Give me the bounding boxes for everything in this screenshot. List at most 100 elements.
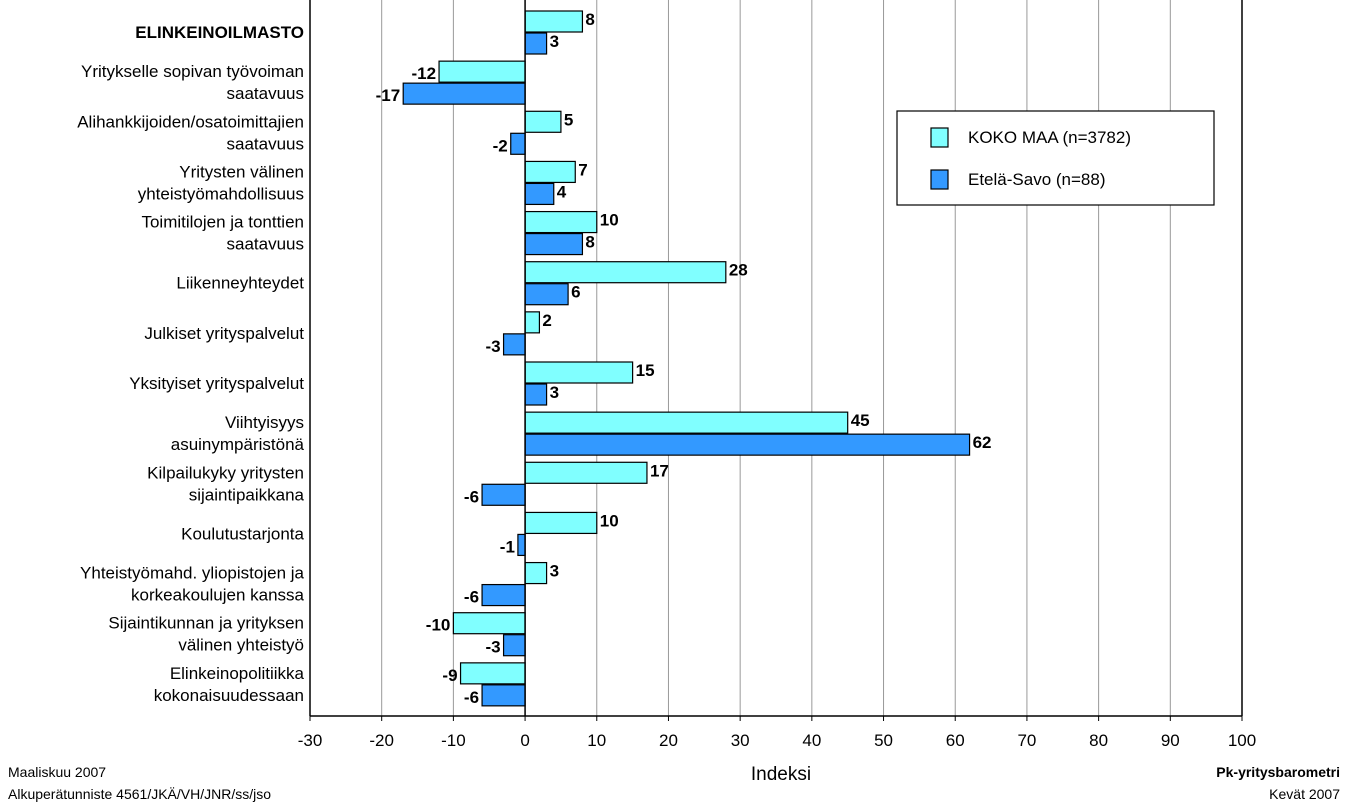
category-label: Koulutustarjonta — [181, 524, 304, 543]
category-label-line: Sijaintikunnan ja yrityksen — [108, 614, 304, 633]
bar — [481, 483, 526, 506]
category-label-line: Yritysten välinen — [179, 162, 304, 181]
bar — [524, 10, 584, 33]
category-label: Sijaintikunnan ja yrityksen välinen yhtei… — [108, 614, 304, 655]
legend-label: Etelä-Savo (n=88) — [968, 170, 1106, 189]
category-label-line: ELINKEINOILMASTO — [135, 23, 304, 42]
bar — [524, 232, 584, 256]
category-label-line: Toimitilojen ja tonttien — [141, 213, 304, 232]
bar — [438, 60, 526, 83]
data-label: 28 — [729, 261, 748, 280]
category-label: Kilpailukyky yritysten sijaintipaikkana — [147, 463, 304, 504]
bar — [481, 583, 526, 607]
bar — [459, 662, 526, 685]
footer-brand: Pk-yritysbarometri — [1216, 764, 1340, 780]
category-label-line: Yritykselle sopivan työvoiman — [81, 62, 304, 81]
legend-box — [896, 110, 1215, 206]
data-label: 4 — [557, 182, 567, 201]
x-tick-label: 100 — [1228, 731, 1256, 750]
data-label: -10 — [426, 616, 451, 635]
section-header-label: ELINKEINOILMASTO — [135, 23, 304, 42]
bar — [452, 612, 526, 635]
category-label: Toimitilojen ja tonttien saatavuus — [141, 213, 304, 254]
category-label: Elinkeinopolitiikka kokonaisuudessaan — [154, 664, 305, 705]
category-label: Yritysten välinen yhteistyömahdollisuus — [138, 162, 304, 203]
category-label: Yritykselle sopivan työvoiman saatavuus — [81, 62, 304, 103]
bar — [524, 182, 555, 206]
x-tick-label: 60 — [946, 731, 965, 750]
data-label: 3 — [550, 383, 559, 402]
x-tick-label: 0 — [520, 731, 529, 750]
data-label: 6 — [571, 283, 580, 302]
data-label: 45 — [851, 411, 870, 430]
bar — [524, 261, 727, 284]
data-label: -6 — [464, 487, 479, 506]
category-label-line: saatavuus — [227, 235, 305, 254]
data-label: 17 — [650, 461, 669, 480]
x-tick-label: -20 — [369, 731, 394, 750]
x-tick-label: 30 — [731, 731, 750, 750]
bar — [524, 461, 648, 484]
footer-date: Maaliskuu 2007 — [8, 764, 107, 780]
data-labels: 8 -12 5 7 10 28 2 15 45 17 10 3 -10 -9 3 -17 -2 4 8 6 -3 3 62 -… — [376, 10, 992, 707]
category-label-line: Alihankkijoiden/osatoimittajien — [77, 112, 304, 131]
category-label-line: Yhteistyömahd. yliopistojen ja — [80, 564, 305, 583]
bar — [502, 634, 526, 657]
plot-frame — [309, 0, 1243, 717]
footer-source-id: Alkuperätunniste 4561/JKÄ/VH/JNR/ss/jso — [8, 786, 272, 802]
data-label: 8 — [585, 10, 594, 29]
category-label-line: asuinympäristönä — [171, 435, 305, 454]
data-label: -1 — [500, 537, 515, 556]
bar — [402, 82, 526, 105]
category-label: Yhteistyömahd. yliopistojen ja korkeakoul… — [80, 564, 305, 605]
x-tick-labels: -30 -20 -10 0 10 20 30 40 50 60 70 80 90 100 — [298, 716, 1256, 750]
category-label-line: sijaintipaikkana — [189, 485, 305, 504]
data-label: 8 — [585, 233, 594, 252]
bar — [524, 411, 849, 434]
x-tick-label: 40 — [802, 731, 821, 750]
bar — [510, 132, 526, 155]
category-label: Liikenneyhteydet — [176, 274, 304, 293]
category-label-line: Julkiset yrityspalvelut — [144, 324, 304, 343]
x-tick-label: 70 — [1017, 731, 1036, 750]
data-label: -2 — [493, 136, 508, 155]
data-label: -6 — [464, 688, 479, 707]
grid-lines — [309, 0, 1243, 716]
x-tick-label: -10 — [441, 731, 466, 750]
category-label-line: kokonaisuudessaan — [154, 686, 304, 705]
data-label: 62 — [973, 433, 992, 452]
data-label: 7 — [578, 160, 587, 179]
category-label-line: Viihtyisyys — [225, 413, 304, 432]
x-tick-label: 90 — [1161, 731, 1180, 750]
bar — [524, 311, 541, 334]
legend-label: KOKO MAA (n=3782) — [968, 128, 1131, 147]
bar — [524, 383, 548, 406]
category-label: Viihtyisyys asuinympäristönä — [171, 413, 305, 454]
bar — [524, 32, 548, 55]
legend-swatch — [930, 169, 949, 190]
category-label: Yksityiset yrityspalvelut — [129, 374, 304, 393]
data-label: -6 — [464, 588, 479, 607]
x-tick-label: 50 — [874, 731, 893, 750]
category-label: Julkiset yrityspalvelut — [144, 324, 304, 343]
bar — [517, 533, 526, 557]
data-label: -12 — [411, 64, 436, 83]
data-label: 10 — [600, 511, 619, 530]
x-axis-title: Indeksi — [751, 764, 811, 785]
legend-swatch — [930, 127, 949, 148]
data-label: -17 — [376, 86, 401, 105]
bars — [402, 10, 971, 707]
data-label: -3 — [485, 638, 500, 657]
category-label-line: korkeakoulujen kanssa — [131, 586, 304, 605]
category-label-line: Yksityiset yrityspalvelut — [129, 374, 304, 393]
data-label: -9 — [442, 666, 457, 685]
data-label: 3 — [550, 32, 559, 51]
bar — [524, 361, 634, 384]
data-label: 3 — [550, 562, 559, 581]
category-label-line: yhteistyömahdollisuus — [138, 184, 304, 203]
bar — [524, 433, 971, 456]
bar — [524, 511, 598, 535]
bar — [524, 160, 576, 184]
bar — [481, 684, 526, 707]
